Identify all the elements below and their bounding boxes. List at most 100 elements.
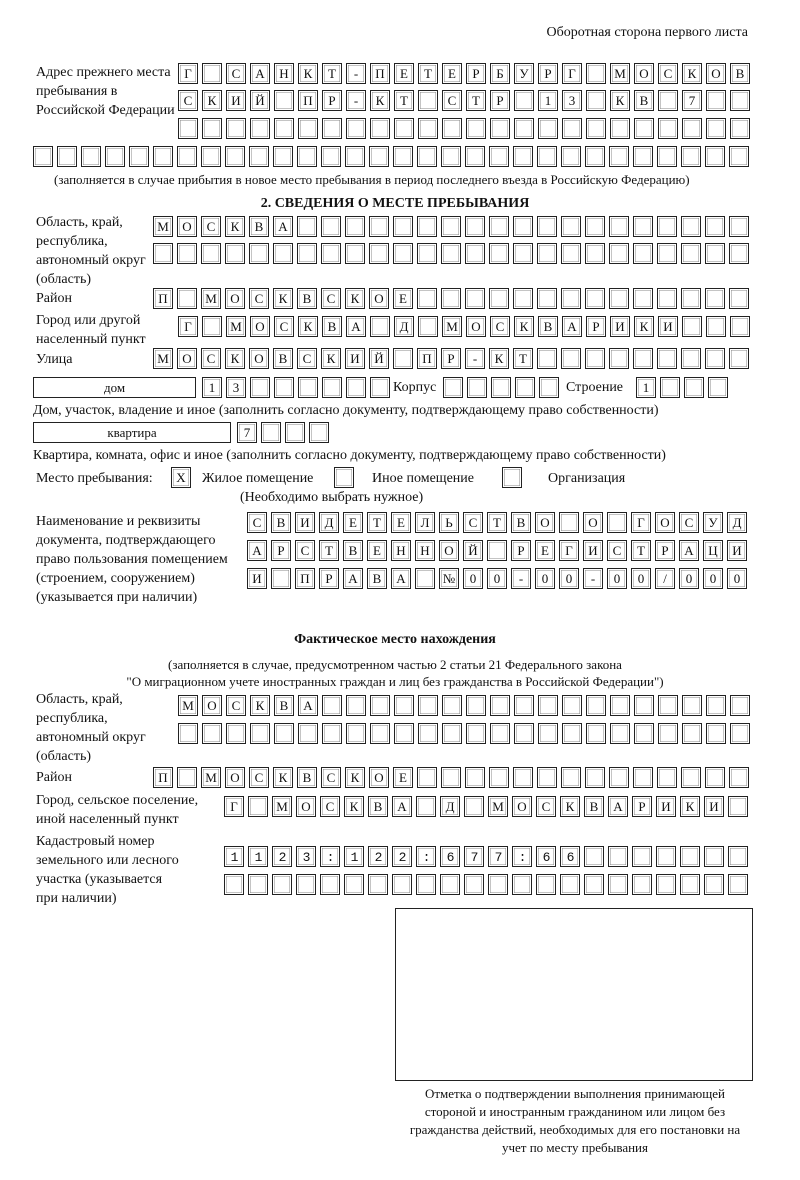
char-cell[interactable] <box>464 874 484 895</box>
char-cell[interactable]: К <box>610 90 630 111</box>
char-cell[interactable] <box>657 767 677 788</box>
char-cell[interactable] <box>514 695 534 716</box>
char-cell[interactable] <box>321 243 341 264</box>
char-cell[interactable] <box>610 118 630 139</box>
char-cell[interactable]: К <box>273 767 293 788</box>
char-cell[interactable] <box>466 118 486 139</box>
char-cell[interactable] <box>417 243 437 264</box>
char-cell[interactable]: - <box>465 348 485 369</box>
char-cell[interactable] <box>224 874 244 895</box>
char-cell[interactable]: - <box>346 90 366 111</box>
char-cell[interactable] <box>538 695 558 716</box>
char-cell[interactable] <box>346 723 366 744</box>
char-cell[interactable]: О <box>634 63 654 84</box>
char-cell[interactable]: В <box>634 90 654 111</box>
char-cell[interactable] <box>441 288 461 309</box>
char-cell[interactable] <box>153 243 173 264</box>
char-cell[interactable] <box>250 118 270 139</box>
char-cell[interactable] <box>586 118 606 139</box>
char-cell[interactable] <box>682 118 702 139</box>
char-cell[interactable] <box>490 723 510 744</box>
char-cell[interactable]: И <box>704 796 724 817</box>
char-cell[interactable]: Р <box>466 63 486 84</box>
char-cell[interactable]: Е <box>343 512 363 533</box>
char-cell[interactable] <box>274 118 294 139</box>
char-cell[interactable]: 0 <box>679 568 699 589</box>
char-cell[interactable] <box>561 216 581 237</box>
char-cell[interactable] <box>441 243 461 264</box>
char-cell[interactable]: К <box>345 767 365 788</box>
char-cell[interactable] <box>537 348 557 369</box>
char-cell[interactable] <box>225 146 245 167</box>
char-cell[interactable] <box>274 90 294 111</box>
char-cell[interactable] <box>393 243 413 264</box>
char-cell[interactable] <box>728 846 748 867</box>
char-cell[interactable] <box>559 512 579 533</box>
char-cell[interactable]: Р <box>441 348 461 369</box>
char-cell[interactable] <box>417 767 437 788</box>
char-cell[interactable] <box>369 243 389 264</box>
char-cell[interactable] <box>730 118 750 139</box>
char-cell[interactable] <box>560 874 580 895</box>
char-cell[interactable] <box>538 723 558 744</box>
char-cell[interactable]: 1 <box>202 377 222 398</box>
char-cell[interactable]: С <box>679 512 699 533</box>
char-cell[interactable]: Е <box>535 540 555 561</box>
char-cell[interactable] <box>561 288 581 309</box>
char-cell[interactable]: Р <box>271 540 291 561</box>
char-cell[interactable] <box>271 568 291 589</box>
char-cell[interactable] <box>609 288 629 309</box>
char-cell[interactable]: А <box>562 316 582 337</box>
char-cell[interactable]: С <box>201 348 221 369</box>
char-cell[interactable]: О <box>655 512 675 533</box>
char-cell[interactable]: 1 <box>538 90 558 111</box>
char-cell[interactable] <box>441 146 461 167</box>
char-cell[interactable]: Б <box>490 63 510 84</box>
char-cell[interactable] <box>705 348 725 369</box>
char-cell[interactable]: И <box>727 540 747 561</box>
char-cell[interactable]: Ь <box>439 512 459 533</box>
char-cell[interactable]: Т <box>513 348 533 369</box>
char-cell[interactable]: П <box>370 63 390 84</box>
char-cell[interactable] <box>57 146 77 167</box>
char-cell[interactable] <box>657 288 677 309</box>
char-cell[interactable]: М <box>153 348 173 369</box>
char-cell[interactable]: К <box>682 63 702 84</box>
char-cell[interactable]: В <box>343 540 363 561</box>
char-cell[interactable]: В <box>538 316 558 337</box>
char-cell[interactable] <box>607 512 627 533</box>
char-cell[interactable]: С <box>274 316 294 337</box>
char-cell[interactable] <box>250 377 270 398</box>
char-cell[interactable] <box>512 874 532 895</box>
char-cell[interactable] <box>729 243 749 264</box>
char-cell[interactable] <box>440 874 460 895</box>
char-cell[interactable] <box>586 695 606 716</box>
char-cell[interactable] <box>298 118 318 139</box>
char-cell[interactable]: С <box>297 348 317 369</box>
char-cell[interactable]: И <box>226 90 246 111</box>
char-cell[interactable]: О <box>369 767 389 788</box>
char-cell[interactable]: М <box>610 63 630 84</box>
char-cell[interactable] <box>657 146 677 167</box>
char-cell[interactable]: Р <box>511 540 531 561</box>
char-cell[interactable] <box>177 288 197 309</box>
char-cell[interactable] <box>561 348 581 369</box>
char-cell[interactable]: М <box>153 216 173 237</box>
char-cell[interactable]: О <box>225 288 245 309</box>
char-cell[interactable]: Т <box>466 90 486 111</box>
char-cell[interactable]: А <box>273 216 293 237</box>
char-cell[interactable]: Т <box>367 512 387 533</box>
char-cell[interactable] <box>561 243 581 264</box>
char-cell[interactable] <box>729 288 749 309</box>
char-cell[interactable]: Р <box>319 568 339 589</box>
char-cell[interactable] <box>656 874 676 895</box>
char-cell[interactable]: О <box>202 695 222 716</box>
char-cell[interactable] <box>514 118 534 139</box>
char-cell[interactable] <box>537 767 557 788</box>
char-cell[interactable] <box>681 243 701 264</box>
char-cell[interactable] <box>489 243 509 264</box>
char-cell[interactable] <box>226 723 246 744</box>
house-type-field[interactable]: дом <box>33 377 196 398</box>
char-cell[interactable]: С <box>201 216 221 237</box>
char-cell[interactable]: К <box>273 288 293 309</box>
